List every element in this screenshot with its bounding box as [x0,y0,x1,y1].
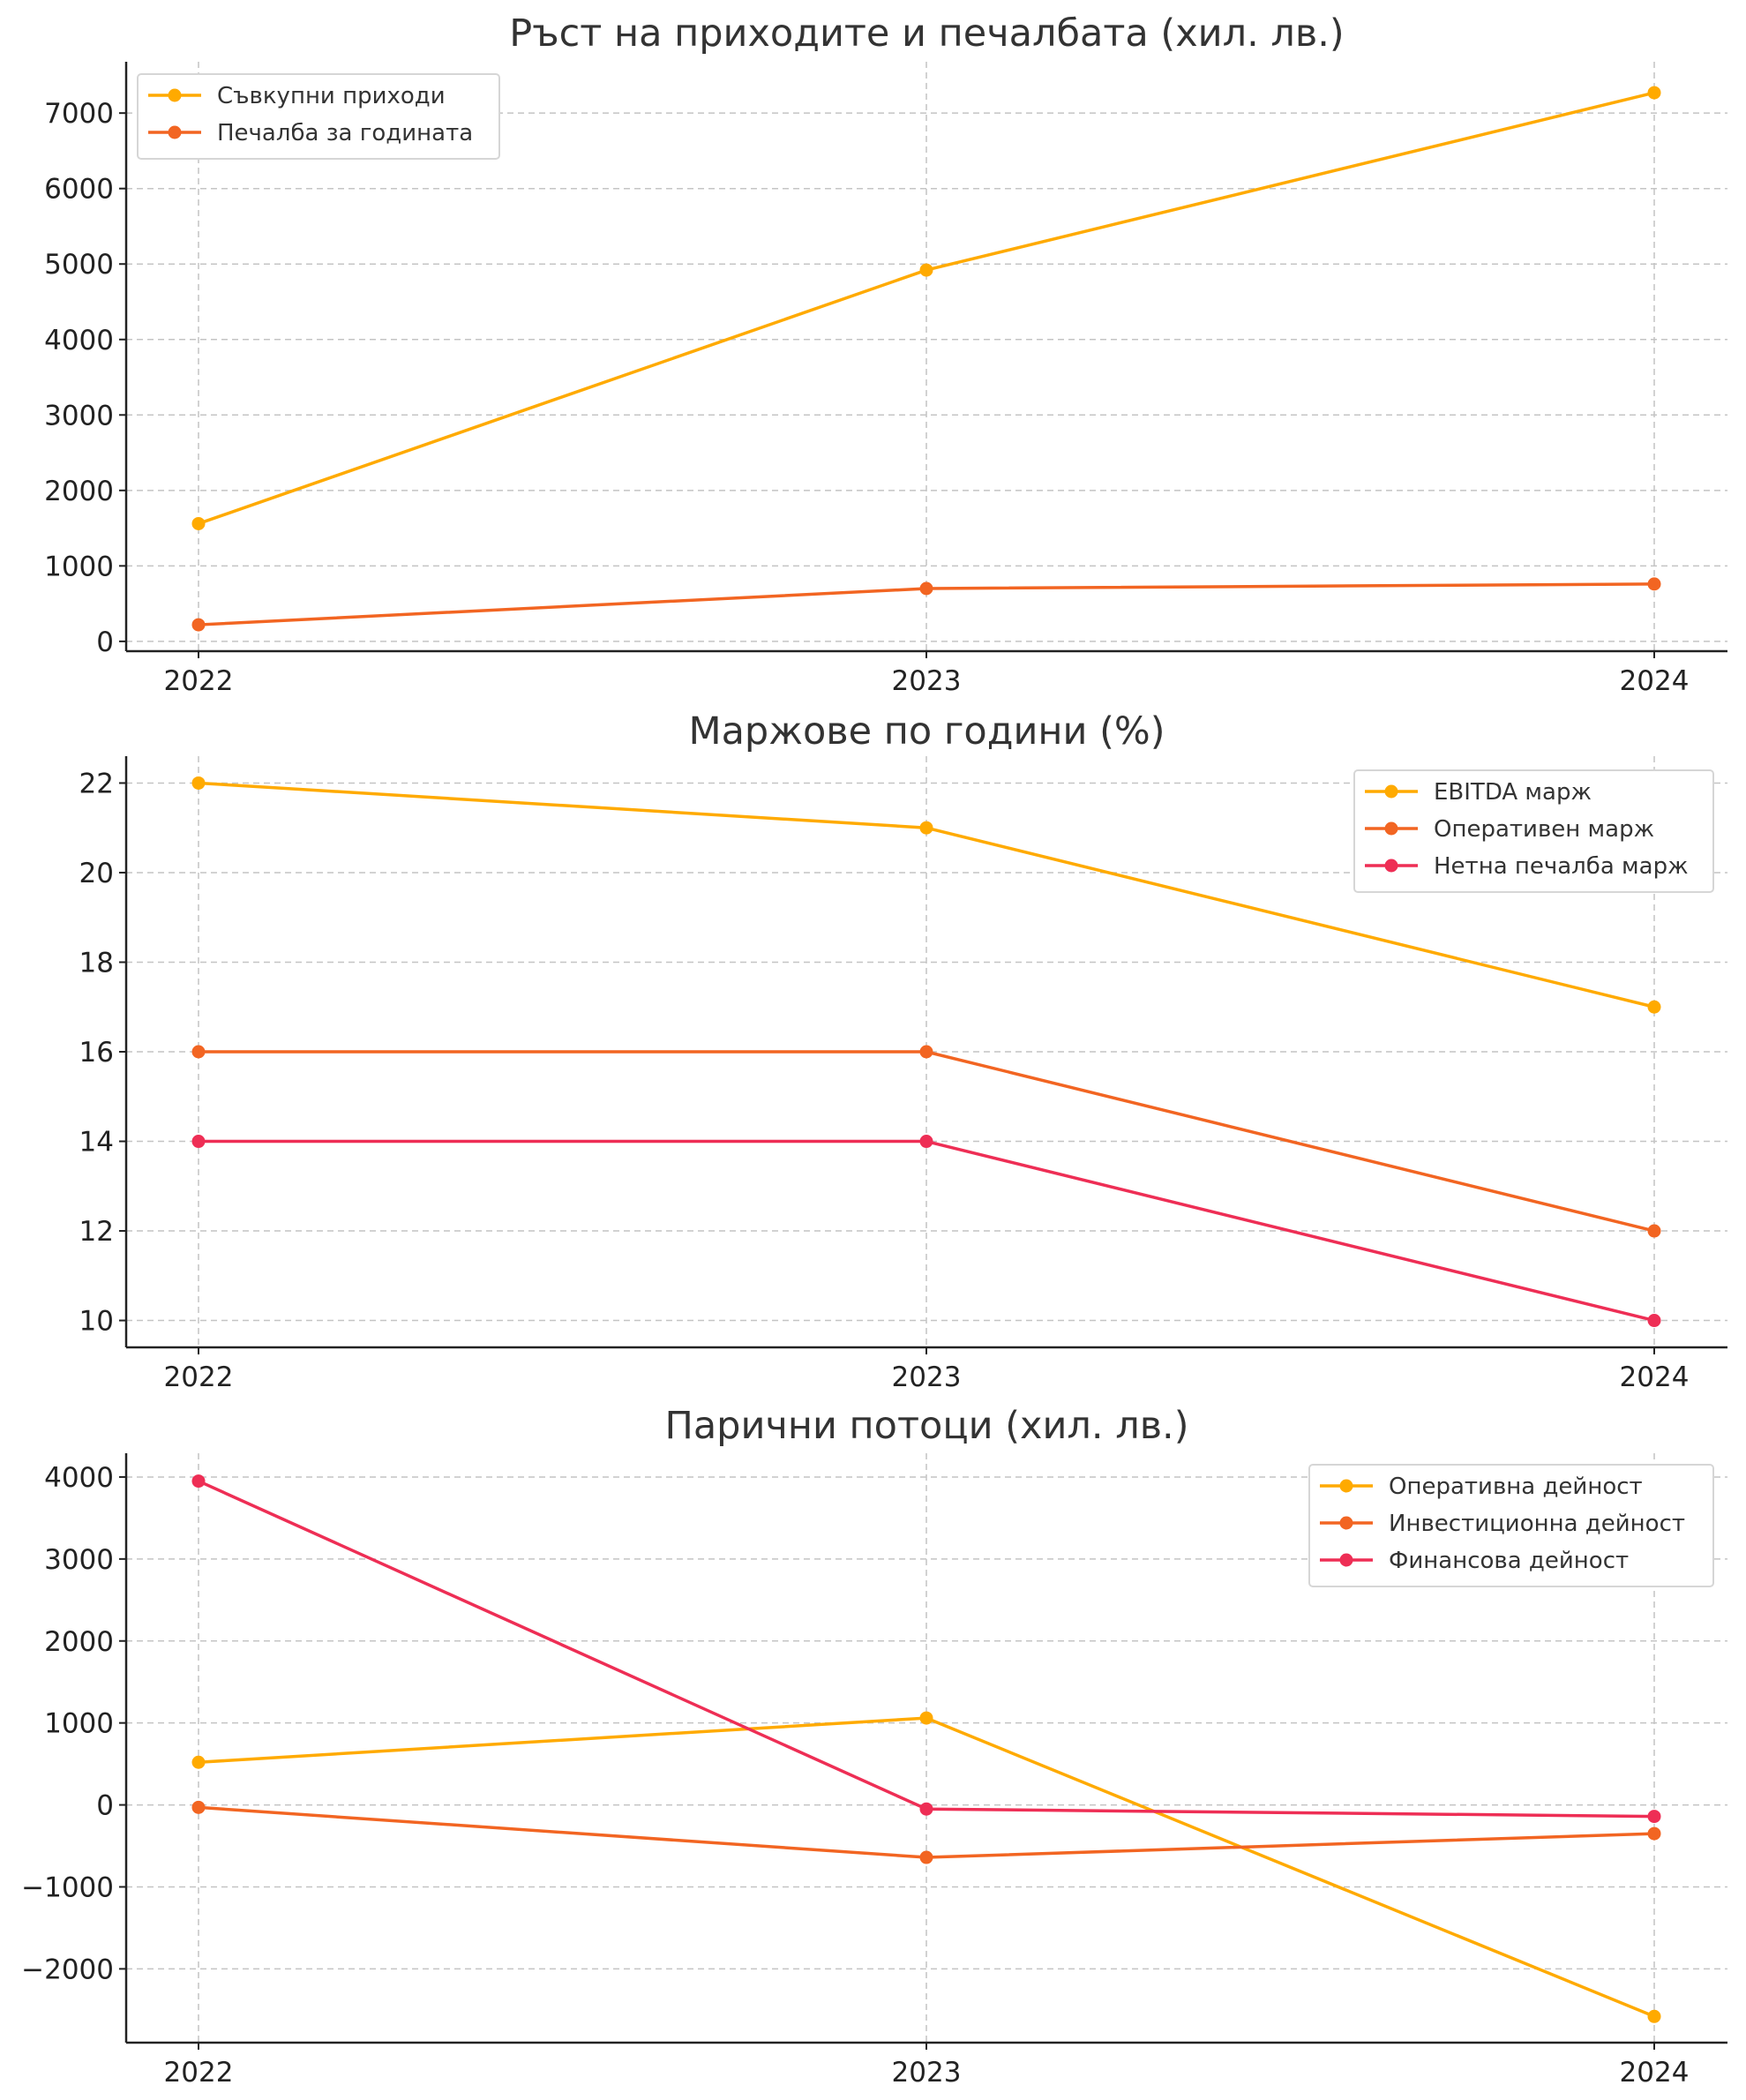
chart-title: Парични потоци (хил. лв.) [665,1404,1189,1448]
legend: Съвкупни приходи Печалба за годината [137,73,500,160]
x-tick-label: 2023 [892,665,962,697]
legend-swatch-marker [1384,784,1398,799]
y-tick-label: 3000 [44,1544,114,1576]
data-point [191,776,206,790]
data-point [919,1045,933,1059]
y-tick-label: 7000 [44,98,114,130]
data-point [919,1711,933,1725]
y-tick-label: 1000 [44,551,114,582]
data-point [191,1800,206,1814]
x-tick-label: 2024 [1620,665,1690,697]
legend-swatch-marker [1339,1553,1353,1567]
chart-panel-1: Ръст на приходите и печалбата (хил. лв.)… [44,11,1727,697]
legend-label: EBITDA марж [1434,779,1592,806]
data-point [1647,86,1661,100]
legend-swatch-marker [1339,1516,1353,1530]
chart-title: Ръст на приходите и печалбата (хил. лв.) [509,11,1344,56]
data-point [1647,1000,1661,1014]
legend-box [137,73,500,160]
y-tick-label: 18 [79,947,114,979]
y-tick-label: 0 [96,1790,114,1822]
x-tick-label: 2023 [892,2057,962,2089]
data-point [191,1135,206,1149]
data-point [191,1755,206,1769]
y-tick-label: 0 [96,626,114,658]
legend-swatch-marker [168,125,182,139]
data-point [1647,1224,1661,1238]
legend-box [1353,769,1714,893]
data-point [191,1045,206,1059]
y-tick-label: 4000 [44,325,114,356]
y-tick-label: 5000 [44,249,114,281]
data-point [919,263,933,277]
y-tick-label: 10 [79,1306,114,1338]
y-tick-label: −1000 [21,1871,114,1903]
y-tick-label: 12 [79,1216,114,1248]
data-point [919,1802,933,1816]
data-point [1647,1826,1661,1841]
x-tick-label: 2023 [892,1361,962,1393]
y-tick-label: 6000 [44,174,114,206]
legend-label: Оперативна дейност [1389,1474,1643,1500]
legend-label: Нетна печалба марж [1434,853,1689,880]
data-point [191,516,206,530]
legend-label: Съвкупни приходи [217,83,446,109]
data-point [1647,2009,1661,2023]
legend-box [1308,1464,1714,1587]
y-tick-label: −2000 [21,1954,114,1985]
legend-label: Оперативен марж [1434,816,1654,843]
legend-swatch-marker [1384,859,1398,873]
y-tick-label: 1000 [44,1708,114,1740]
legend: Оперативна дейност Инвестиционна дейност Ф… [1308,1464,1714,1587]
x-tick-label: 2024 [1620,1361,1690,1393]
data-point [191,1474,206,1489]
chart-panel-3: Парични потоци (хил. лв.) −2000 −1000 0 1000… [21,1404,1727,2089]
legend-swatch-marker [168,88,182,102]
x-tick-label: 2022 [164,2057,234,2089]
x-tick-label: 2022 [164,665,234,697]
legend-label: Финансова дейност [1389,1548,1629,1574]
y-tick-label: 2000 [44,1626,114,1658]
y-tick-label: 2000 [44,476,114,507]
x-tick-label: 2024 [1620,2057,1690,2089]
y-tick-label: 3000 [44,400,114,431]
legend-swatch-marker [1339,1479,1353,1493]
data-point [919,821,933,835]
data-point [191,618,206,632]
y-tick-label: 20 [79,858,114,889]
legend-label: Инвестиционна дейност [1389,1511,1685,1537]
y-tick-label: 14 [79,1127,114,1159]
y-tick-label: 22 [79,768,114,799]
legend: EBITDA марж Оперативен марж Нетна печалба … [1353,769,1714,893]
y-tick-label: 16 [79,1037,114,1069]
legend-swatch-marker [1384,821,1398,836]
data-point [1647,1314,1661,1328]
y-tick-label: 4000 [44,1462,114,1494]
data-point [919,1135,933,1149]
data-point [1647,1810,1661,1824]
data-point [1647,577,1661,591]
legend-label: Печалба за годината [217,120,473,146]
x-tick-label: 2022 [164,1361,234,1393]
data-point [919,581,933,596]
data-point [919,1850,933,1864]
chart-title: Маржове по години (%) [688,709,1165,754]
